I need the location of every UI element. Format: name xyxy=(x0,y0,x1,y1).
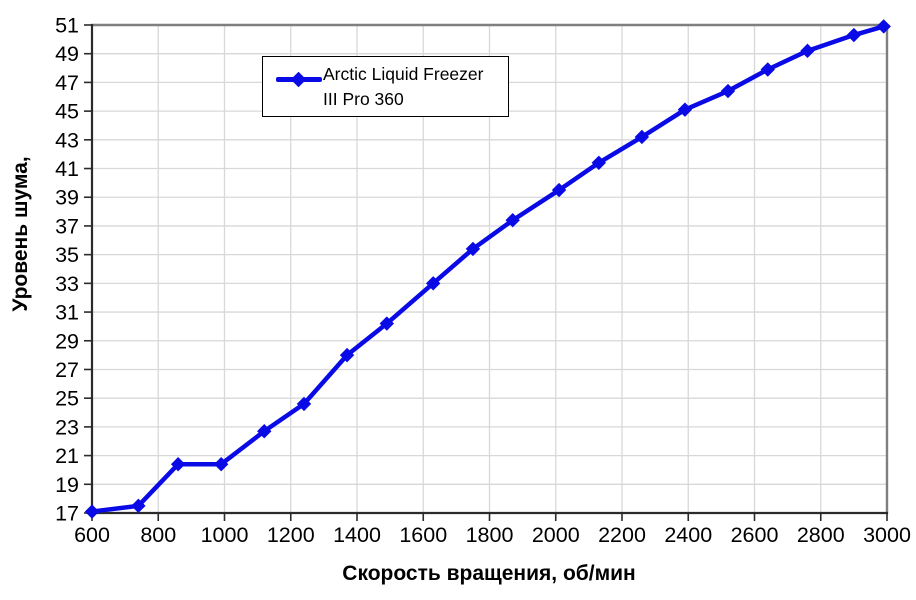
data-point-marker xyxy=(634,129,650,145)
data-point-marker xyxy=(379,316,395,331)
svg-text:47: 47 xyxy=(55,71,79,95)
data-point-marker xyxy=(591,155,607,170)
svg-text:19: 19 xyxy=(55,473,79,497)
svg-text:49: 49 xyxy=(55,42,79,66)
data-point-marker xyxy=(876,19,891,34)
svg-text:29: 29 xyxy=(55,329,79,353)
svg-text:39: 39 xyxy=(55,186,79,210)
data-point-marker xyxy=(800,43,815,59)
data-point-marker xyxy=(170,457,186,472)
series-line xyxy=(89,24,886,514)
data-point-marker xyxy=(760,62,775,77)
svg-text:23: 23 xyxy=(55,415,79,439)
svg-text:1000: 1000 xyxy=(201,523,249,547)
data-point-marker xyxy=(551,182,567,198)
legend: Arctic Liquid Freezer III Pro 360 xyxy=(262,56,509,117)
svg-text:17: 17 xyxy=(55,502,79,526)
data-point-marker xyxy=(720,83,736,99)
x-axis-title: Скорость вращения, об/мин xyxy=(342,562,636,585)
svg-text:37: 37 xyxy=(55,214,79,238)
svg-text:27: 27 xyxy=(55,358,79,382)
data-point-marker xyxy=(465,241,481,257)
svg-text:21: 21 xyxy=(55,444,79,468)
svg-text:33: 33 xyxy=(55,272,79,296)
legend-label: Arctic Liquid Freezer III Pro 360 xyxy=(323,62,483,112)
svg-text:43: 43 xyxy=(55,128,79,152)
svg-text:2400: 2400 xyxy=(664,523,712,547)
data-point-marker xyxy=(505,213,520,228)
data-point-marker xyxy=(846,27,862,43)
legend-label-line2: III Pro 360 xyxy=(323,89,404,109)
svg-text:31: 31 xyxy=(55,301,79,325)
svg-text:51: 51 xyxy=(55,14,79,38)
legend-label-line1: Arctic Liquid Freezer xyxy=(323,64,484,84)
svg-text:1200: 1200 xyxy=(267,523,315,547)
svg-text:2000: 2000 xyxy=(532,523,580,547)
data-point-marker xyxy=(84,504,100,519)
svg-text:1600: 1600 xyxy=(399,523,447,547)
svg-text:41: 41 xyxy=(55,157,79,181)
svg-text:2200: 2200 xyxy=(598,523,646,547)
y-axis-title: Уровень шума, xyxy=(9,156,32,312)
data-point-marker xyxy=(425,276,441,291)
svg-text:2600: 2600 xyxy=(731,523,779,547)
svg-text:2800: 2800 xyxy=(797,523,845,547)
svg-text:35: 35 xyxy=(55,243,79,267)
data-point-marker xyxy=(131,498,146,514)
svg-text:1800: 1800 xyxy=(466,523,514,547)
data-point-marker xyxy=(677,102,693,117)
svg-text:45: 45 xyxy=(55,100,79,124)
svg-text:800: 800 xyxy=(140,523,176,547)
data-point-marker xyxy=(339,347,355,363)
series-marker-icon xyxy=(276,67,322,91)
data-point-marker xyxy=(296,396,312,412)
series-diamond-icon xyxy=(290,71,307,88)
svg-text:25: 25 xyxy=(55,387,79,411)
svg-text:3000: 3000 xyxy=(863,523,911,547)
data-point-marker xyxy=(257,423,272,439)
svg-text:600: 600 xyxy=(74,523,110,547)
data-point-marker xyxy=(213,457,229,472)
svg-text:1400: 1400 xyxy=(333,523,381,547)
